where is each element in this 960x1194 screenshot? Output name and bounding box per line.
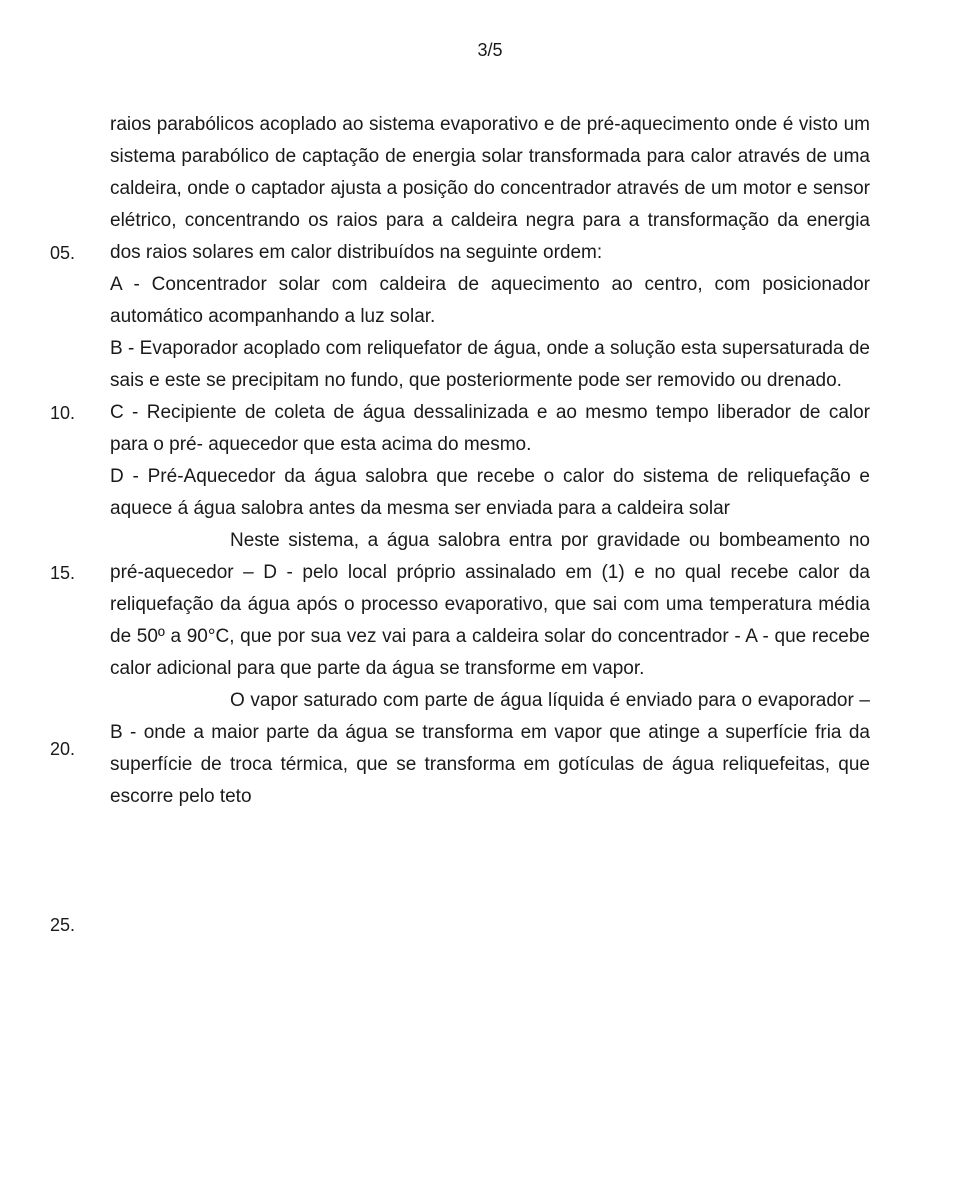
line-number-10: 10. xyxy=(50,397,75,429)
paragraph-7: O vapor saturado com parte de água líqui… xyxy=(110,685,870,813)
paragraph-5: D - Pré-Aquecedor da água salobra que re… xyxy=(110,461,870,525)
paragraph-3: B - Evaporador acoplado com reliquefator… xyxy=(110,333,870,397)
line-number-05: 05. xyxy=(50,237,75,269)
paragraph-6: Neste sistema, a água salobra entra por … xyxy=(110,525,870,685)
line-number-25: 25. xyxy=(50,909,75,941)
body-text: raios parabólicos acoplado ao sistema ev… xyxy=(110,109,870,813)
page-number: 3/5 xyxy=(110,40,870,61)
line-number-20: 20. xyxy=(50,733,75,765)
line-number-15: 15. xyxy=(50,557,75,589)
content: 05. 10. 15. 20. 25. raios parabólicos ac… xyxy=(110,109,870,813)
paragraph-4: C - Recipiente de coleta de água dessali… xyxy=(110,397,870,461)
paragraph-1: raios parabólicos acoplado ao sistema ev… xyxy=(110,109,870,269)
page: 3/5 05. 10. 15. 20. 25. raios parabólico… xyxy=(0,0,960,853)
paragraph-2: A - Concentrador solar com caldeira de a… xyxy=(110,269,870,333)
